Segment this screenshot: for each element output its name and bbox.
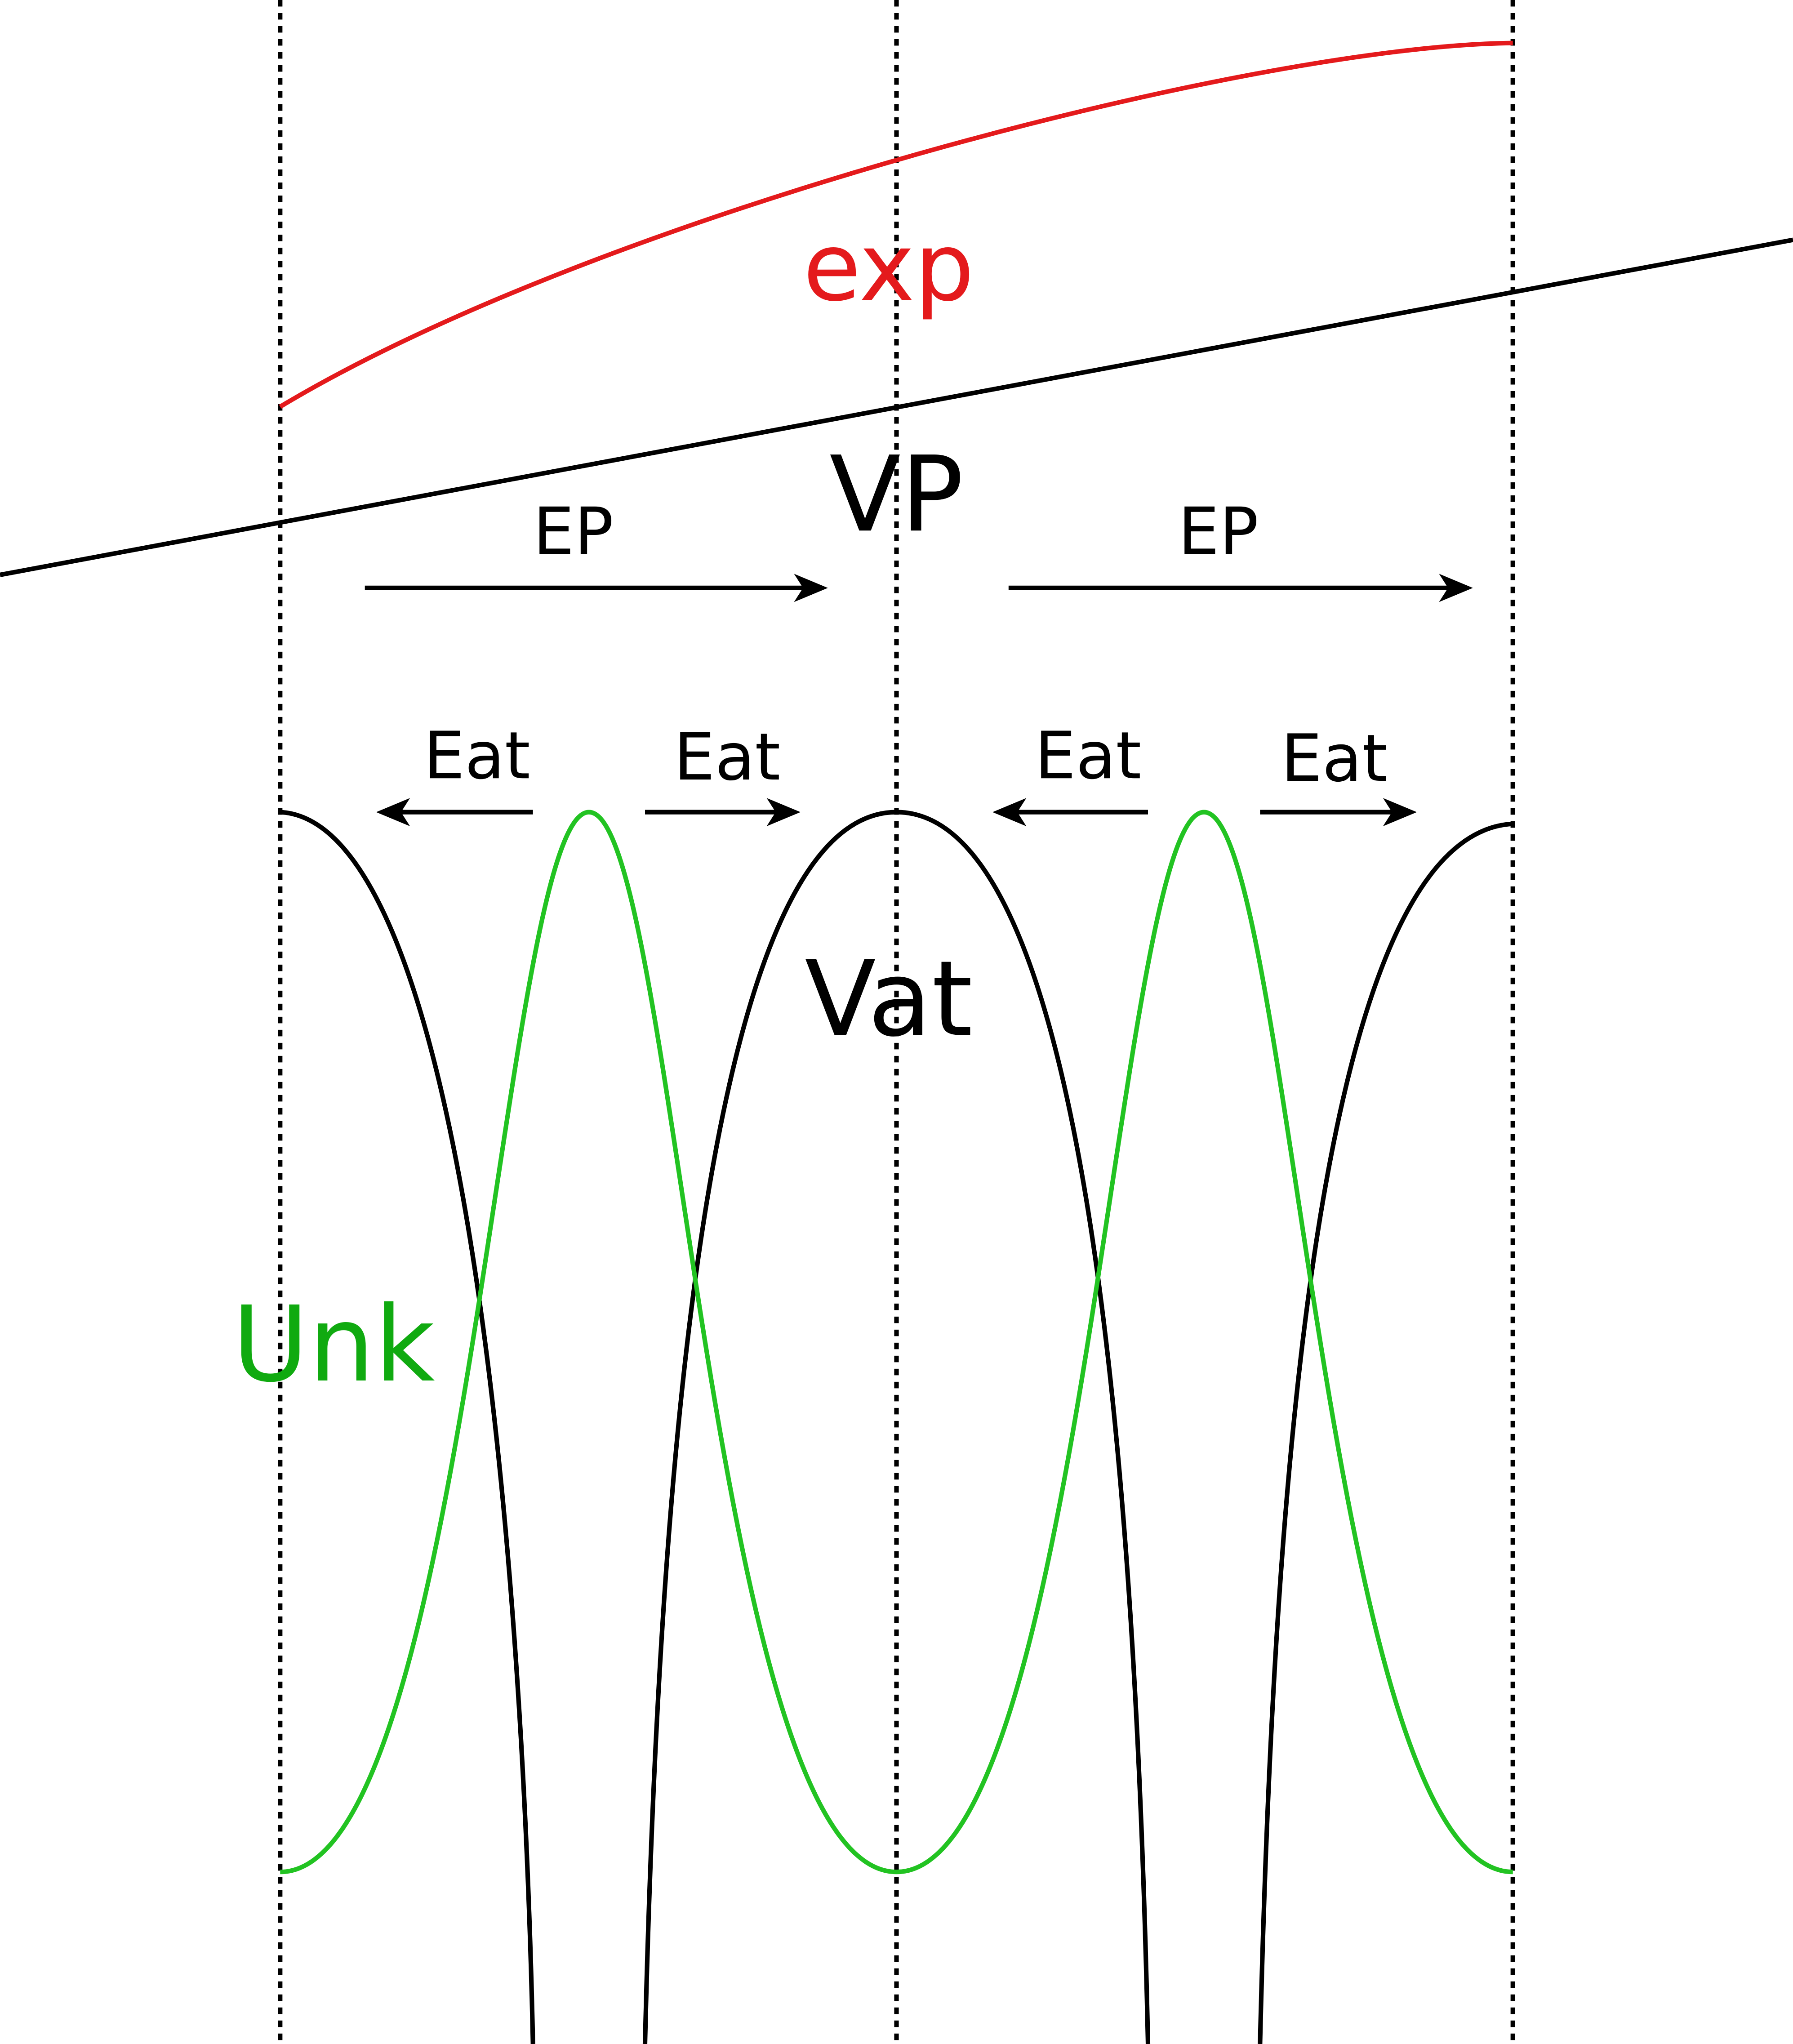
ep-label-left: EP bbox=[533, 494, 614, 570]
exp-label: exp bbox=[803, 213, 974, 322]
unk-curve bbox=[280, 810, 1513, 1875]
exp-curve bbox=[279, 40, 1513, 409]
vat-curve bbox=[280, 810, 1513, 2044]
eat-label-4: Eat bbox=[1281, 721, 1388, 797]
vat-label: Vat bbox=[805, 938, 973, 1060]
eat-label-1: Eat bbox=[423, 718, 530, 794]
ep-label-right: EP bbox=[1178, 494, 1259, 570]
vp-label: VP bbox=[829, 434, 963, 555]
vp-line bbox=[0, 237, 1793, 577]
dotted-guides bbox=[278, 0, 1515, 2044]
eat-label-2: Eat bbox=[674, 719, 780, 795]
eat-label-3: Eat bbox=[1035, 718, 1141, 794]
unk-label: Unk bbox=[232, 1284, 435, 1405]
